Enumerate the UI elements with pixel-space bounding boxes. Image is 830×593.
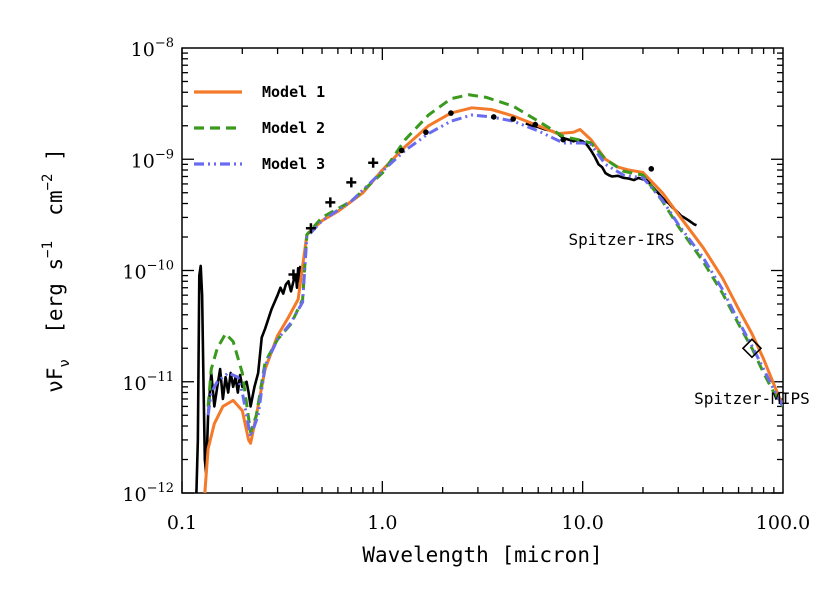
- series-line-model-2: [206, 93, 783, 434]
- annotation-label: Spitzer-MIPS: [694, 389, 810, 408]
- series-line-model-3: [206, 113, 783, 439]
- y-tick-label: 10−8: [131, 36, 174, 61]
- x-axis-title: Wavelength [micron]: [362, 543, 602, 567]
- photometry-dot-point: [532, 121, 539, 128]
- y-tick-labels: 10−12 10−11 10−10 10−9 10−8: [122, 36, 174, 506]
- photometry-dot-point: [490, 114, 497, 120]
- y-tick-label: 10−11: [122, 370, 174, 395]
- annotation-label: Spitzer-IRS: [569, 230, 675, 249]
- photometry-dot-point: [648, 166, 655, 172]
- x-tick-label: 0.1: [167, 512, 197, 534]
- x-tick-label: 1.0: [367, 512, 397, 534]
- legend: Model 1 Model 2 Model 3: [194, 83, 325, 173]
- y-axis-title-group: νFν [erg s−1 cm−2 ]: [40, 148, 73, 393]
- legend-label: Model 1: [262, 83, 325, 101]
- legend-label: Model 3: [262, 155, 325, 173]
- annotations: Spitzer-IRS Spitzer-MIPS: [569, 230, 810, 408]
- photometry-plus-point: [288, 269, 299, 280]
- y-tick-label: 10−12: [122, 481, 174, 506]
- series-line-model-1: [203, 106, 783, 493]
- photometry-dot-point: [398, 147, 405, 154]
- x-tick-labels: 0.1 1.0 10.0 100.0: [167, 512, 810, 534]
- legend-label: Model 2: [262, 119, 325, 137]
- photometry-dot-point: [560, 136, 567, 143]
- y-tick-label: 10−10: [122, 259, 174, 284]
- axis-ticks: [181, 48, 783, 494]
- photometry-plus-point: [346, 177, 357, 188]
- y-tick-label: 10−9: [131, 147, 174, 172]
- photometry-plus-point: [305, 223, 316, 234]
- mips-diamond-point: [741, 338, 763, 359]
- plot-area: [195, 93, 783, 493]
- photometry-plus-point: [325, 197, 336, 208]
- x-tick-label: 10.0: [562, 512, 604, 534]
- y-axis-title: νFν [erg s−1 cm−2 ]: [40, 148, 73, 393]
- photometry-dot-point: [423, 129, 429, 136]
- x-tick-label: 100.0: [756, 512, 810, 534]
- photometry-dot-point: [510, 116, 516, 122]
- photometry-dot-point: [448, 110, 454, 116]
- series-line-observed-spectrum: [195, 264, 302, 493]
- photometry-plus-point: [368, 157, 379, 168]
